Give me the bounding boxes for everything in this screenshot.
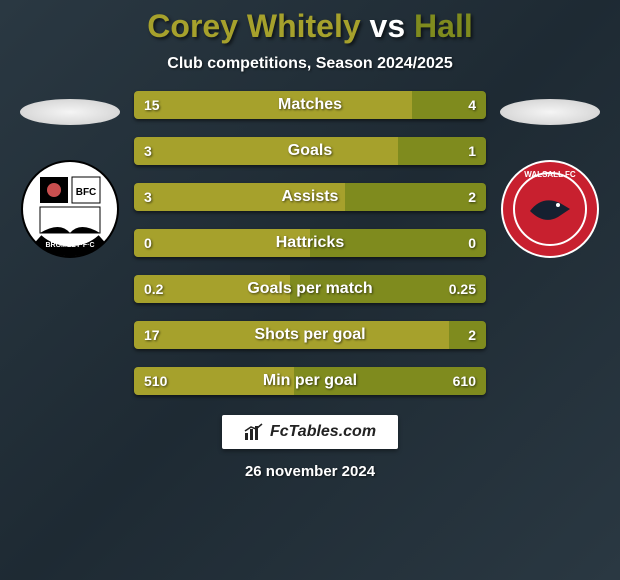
player1-name: Corey Whitely bbox=[147, 8, 360, 44]
stat-bar-right bbox=[345, 183, 486, 211]
stat-bar-right bbox=[294, 367, 486, 395]
chart-icon bbox=[244, 423, 264, 441]
stat-bar-left bbox=[134, 275, 290, 303]
stat-row: Hattricks00 bbox=[134, 229, 486, 257]
stat-row: Assists32 bbox=[134, 183, 486, 211]
stat-bar-left bbox=[134, 91, 412, 119]
stat-row: Goals per match0.20.25 bbox=[134, 275, 486, 303]
stat-row: Shots per goal172 bbox=[134, 321, 486, 349]
footer-date: 26 november 2024 bbox=[245, 463, 375, 480]
main-panel: BFC BROMLEY·F·C Matches154 Goals31 Assists… bbox=[0, 91, 620, 395]
stat-bar-left bbox=[134, 183, 345, 211]
stats-bars: Matches154 Goals31 Assists32 Hattricks00 Goa… bbox=[130, 91, 490, 395]
stat-bar-left bbox=[134, 137, 398, 165]
stat-bar-right bbox=[310, 229, 486, 257]
stat-bar-right bbox=[412, 91, 486, 119]
player2-silhouette bbox=[500, 99, 600, 125]
svg-text:BFC: BFC bbox=[76, 187, 97, 198]
player1-club-badge: BFC BROMLEY·F·C bbox=[20, 159, 120, 259]
walsall-badge-icon: WALSALL FC bbox=[500, 159, 600, 259]
player1-silhouette bbox=[20, 99, 120, 125]
svg-text:BROMLEY·F·C: BROMLEY·F·C bbox=[46, 242, 95, 249]
stat-bar-right bbox=[449, 321, 486, 349]
right-side: WALSALL FC bbox=[490, 91, 610, 259]
left-side: BFC BROMLEY·F·C bbox=[10, 91, 130, 259]
stat-row: Min per goal510610 bbox=[134, 367, 486, 395]
bromley-badge-icon: BFC BROMLEY·F·C bbox=[20, 159, 120, 259]
svg-text:WALSALL FC: WALSALL FC bbox=[524, 170, 576, 179]
subtitle: Club competitions, Season 2024/2025 bbox=[167, 55, 452, 73]
vs-text: vs bbox=[370, 8, 406, 44]
stat-bar-right bbox=[398, 137, 486, 165]
stat-bar-left bbox=[134, 321, 449, 349]
footer-site: FcTables.com bbox=[270, 423, 376, 441]
stat-bar-right bbox=[290, 275, 486, 303]
player2-name: Hall bbox=[414, 8, 473, 44]
stat-bar-left bbox=[134, 229, 310, 257]
fctables-logo: FcTables.com bbox=[222, 415, 398, 449]
player2-club-badge: WALSALL FC bbox=[500, 159, 600, 259]
comparison-title: Corey Whitely vs Hall bbox=[147, 8, 472, 45]
stat-bar-left bbox=[134, 367, 294, 395]
stat-row: Goals31 bbox=[134, 137, 486, 165]
stat-row: Matches154 bbox=[134, 91, 486, 119]
